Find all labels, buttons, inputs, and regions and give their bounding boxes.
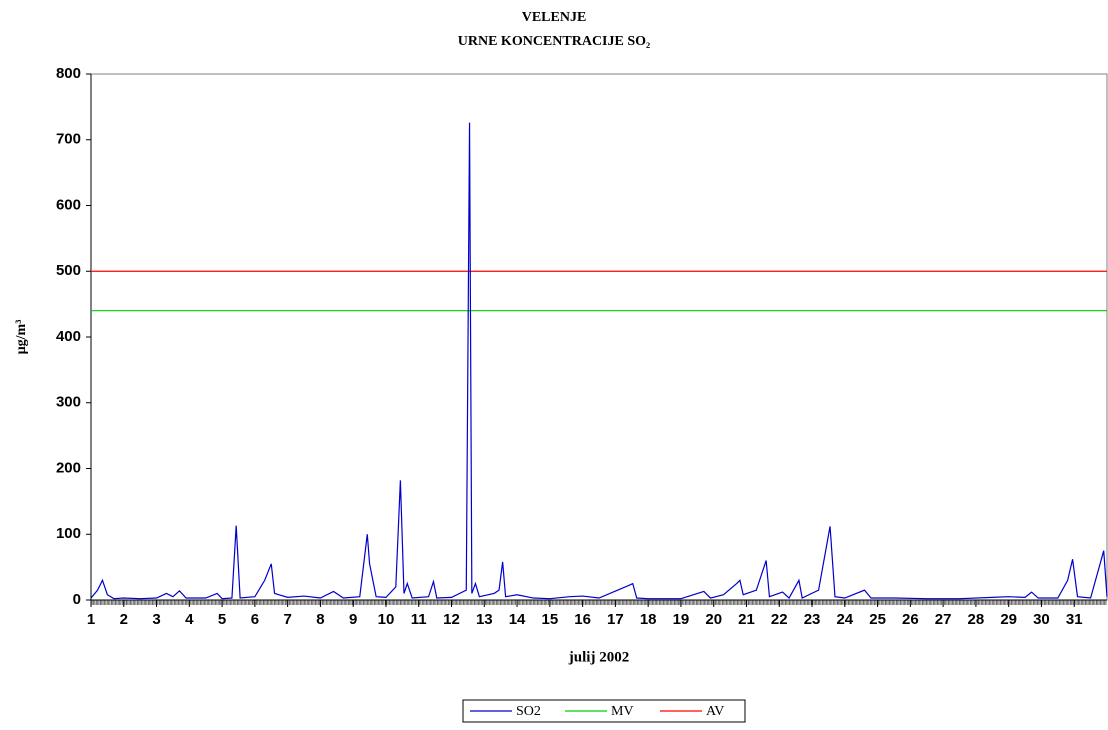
y-tick-label: 600	[56, 196, 81, 213]
plot-area	[90, 73, 1108, 601]
x-tick-label: 23	[804, 611, 821, 628]
x-tick-label: 20	[705, 611, 722, 628]
x-tick-label: 4	[185, 611, 194, 628]
x-tick-label: 17	[607, 611, 624, 628]
chart-subtitle: URNE KONCENTRACIJE SO₂	[458, 34, 650, 49]
x-tick-label: 16	[574, 611, 591, 628]
x-tick-label: 18	[640, 611, 657, 628]
y-tick-label: 300	[56, 394, 81, 411]
x-tick-label: 19	[673, 611, 690, 628]
x-tick-label: 12	[443, 611, 460, 628]
x-tick-label: 13	[476, 611, 493, 628]
x-tick-label: 1	[87, 611, 95, 628]
x-tick-label: 3	[152, 611, 160, 628]
y-tick-label: 100	[56, 525, 81, 542]
x-tick-label: 2	[120, 611, 128, 628]
legend-label: MV	[611, 704, 634, 719]
hour-ticks	[91, 600, 1107, 605]
x-tick-label: 11	[411, 611, 427, 628]
series-line	[90, 122, 1108, 600]
x-tick-label: 31	[1066, 611, 1083, 628]
x-tick-label: 5	[218, 611, 226, 628]
x-tick-label: 26	[902, 611, 919, 628]
x-tick-label: 15	[541, 611, 558, 628]
x-tick-label: 30	[1033, 611, 1050, 628]
x-tick-label: 14	[509, 611, 526, 628]
x-tick-label: 28	[968, 611, 985, 628]
x-tick-label: 7	[283, 611, 291, 628]
y-tick-label: 200	[56, 459, 81, 476]
y-tick-label: 0	[73, 591, 81, 608]
x-tick-label: 24	[836, 611, 853, 628]
legend-label: AV	[706, 704, 724, 719]
legend-label: SO2	[516, 704, 541, 719]
x-tick-label: 27	[935, 611, 952, 628]
x-tick-label: 9	[349, 611, 357, 628]
chart-title: VELENJE	[522, 10, 587, 25]
x-tick-label: 22	[771, 611, 788, 628]
x-axis-label: julij 2002	[568, 649, 629, 665]
x-tick-label: 10	[378, 611, 395, 628]
x-tick-label: 25	[869, 611, 886, 628]
x-tick-label: 6	[251, 611, 259, 628]
x-tick-label: 21	[738, 611, 755, 628]
y-tick-label: 700	[56, 131, 81, 148]
y-tick-label: 500	[56, 262, 81, 279]
x-tick-label: 8	[316, 611, 324, 628]
x-tick-label: 29	[1000, 611, 1017, 628]
y-tick-label: 400	[56, 328, 81, 345]
y-axis-label: µg/m³	[14, 320, 29, 355]
y-tick-label: 800	[56, 65, 81, 82]
